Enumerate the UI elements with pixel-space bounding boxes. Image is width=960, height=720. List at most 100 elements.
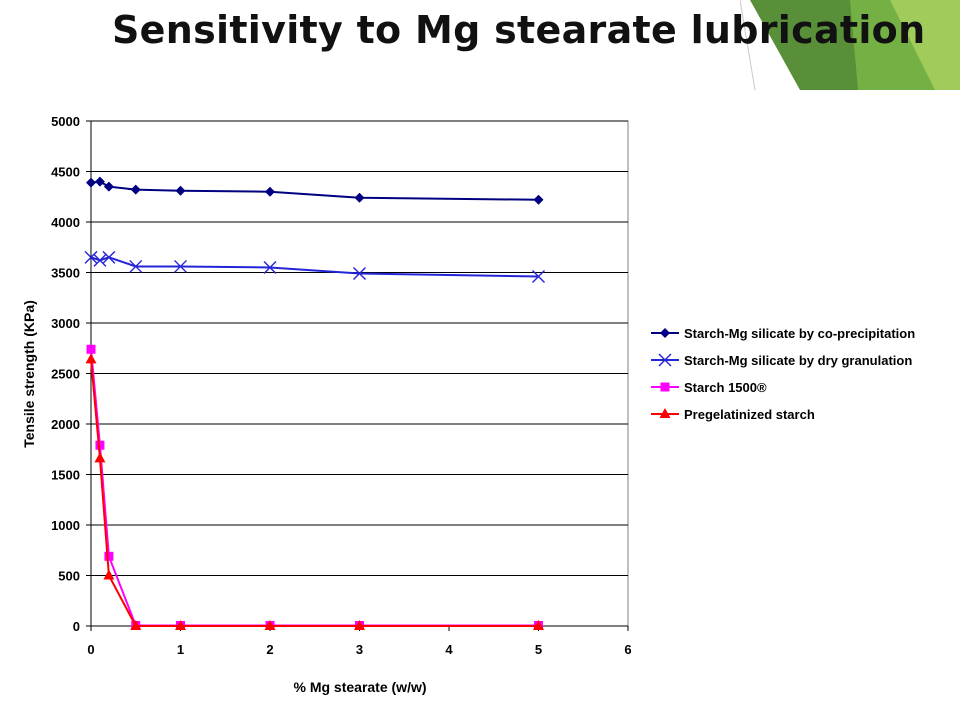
series-2-point xyxy=(102,250,116,264)
x-tick-label: 4 xyxy=(445,642,453,657)
series-2-point xyxy=(93,253,107,267)
y-tick-label: 4500 xyxy=(51,165,80,180)
y-tick-label: 2500 xyxy=(51,367,80,382)
series-4 xyxy=(85,353,544,630)
series-4-point xyxy=(533,620,544,630)
deco-line xyxy=(740,0,756,90)
series-1-point xyxy=(265,186,275,197)
series-4-point xyxy=(85,353,97,364)
series-3-point xyxy=(95,440,105,450)
x-tick-label: 0 xyxy=(87,642,94,657)
series-3-point xyxy=(104,551,114,561)
series-2-point xyxy=(174,259,187,273)
legend-marker xyxy=(659,408,671,418)
triangle-marker-shape xyxy=(103,569,115,580)
legend-item-2: Starch-Mg silicate by dry granulation xyxy=(651,353,912,368)
x-marker-stroke xyxy=(84,250,98,264)
diamond-marker-shape xyxy=(130,184,141,195)
x-marker-stroke xyxy=(174,259,187,273)
y-tick-label: 3000 xyxy=(51,316,80,331)
triangle-marker-shape xyxy=(94,452,106,463)
x-axis-title: % Mg stearate (w/w) xyxy=(293,679,426,695)
y-tick-label: 1000 xyxy=(51,518,80,533)
series-1-point xyxy=(86,177,96,188)
series-1-point xyxy=(175,185,186,196)
square-marker-shape xyxy=(660,382,670,392)
y-tick-label: 500 xyxy=(58,569,80,584)
triangle-marker-shape xyxy=(130,620,142,630)
legend-marker xyxy=(660,382,670,392)
series-2-point xyxy=(353,267,366,281)
diamond-marker-shape xyxy=(533,194,544,205)
corner-decoration xyxy=(740,0,960,90)
y-tick-label: 4000 xyxy=(51,215,80,230)
y-tick-label: 1500 xyxy=(51,468,80,483)
x-tick-label: 1 xyxy=(177,642,184,657)
x-marker-stroke xyxy=(102,250,116,264)
deco-strip-dark xyxy=(750,0,860,90)
y-axis-title: Tensile strength (KPa) xyxy=(21,300,37,448)
x-tick-label: 5 xyxy=(535,642,542,657)
legend-item-1: Starch-Mg silicate by co-precipitation xyxy=(651,326,915,341)
diamond-marker-shape xyxy=(354,192,365,203)
y-tick-label: 2000 xyxy=(51,417,80,432)
series-1 xyxy=(86,176,544,205)
x-marker-stroke xyxy=(532,270,545,284)
triangle-marker-shape xyxy=(354,620,365,630)
series-4-point xyxy=(130,620,142,630)
diamond-marker-shape xyxy=(94,176,105,187)
square-marker-shape xyxy=(86,344,96,354)
series-4-line xyxy=(90,359,539,627)
y-tick-label: 0 xyxy=(73,619,80,634)
x-tick-label: 3 xyxy=(356,642,363,657)
legend-marker xyxy=(658,353,672,367)
legend-label: Starch-Mg silicate by co-precipitation xyxy=(684,326,915,341)
triangle-marker-shape xyxy=(175,620,186,630)
x-marker-stroke xyxy=(129,259,143,273)
series-4-point xyxy=(103,569,115,580)
legend-item-3: Starch 1500® xyxy=(651,380,767,395)
series-2-point xyxy=(263,260,277,274)
diamond-marker-shape xyxy=(265,186,275,197)
y-tick-label: 3500 xyxy=(51,266,80,281)
diamond-marker-shape xyxy=(86,177,96,188)
series-1-point xyxy=(354,192,365,203)
diamond-marker-shape xyxy=(660,328,670,338)
series-2-point xyxy=(532,270,545,284)
square-marker-shape xyxy=(104,551,114,561)
series-1-point xyxy=(130,184,141,195)
triangle-marker-shape xyxy=(264,620,276,630)
x-marker-stroke xyxy=(263,260,277,274)
series-4-point xyxy=(175,620,186,630)
diamond-marker-shape xyxy=(175,185,186,196)
legend-label: Starch-Mg silicate by dry granulation xyxy=(684,353,912,368)
grid-lines xyxy=(91,120,628,576)
series-2-point xyxy=(84,250,98,264)
y-tick-label: 5000 xyxy=(51,114,80,129)
series-4-point xyxy=(264,620,276,630)
series-2-point xyxy=(129,259,143,273)
series-4-point xyxy=(354,620,365,630)
square-marker-shape xyxy=(95,440,105,450)
x-marker-stroke xyxy=(353,267,366,281)
legend-label: Pregelatinized starch xyxy=(684,407,815,422)
series-1-point xyxy=(533,194,544,205)
series-1-point xyxy=(103,181,114,192)
series-1-point xyxy=(94,176,105,187)
triangle-marker-shape xyxy=(85,353,97,364)
triangle-marker-shape xyxy=(659,408,671,418)
triangle-marker-shape xyxy=(533,620,544,630)
x-marker-stroke xyxy=(658,353,672,367)
legend-label: Starch 1500® xyxy=(684,380,767,395)
series-2 xyxy=(84,250,545,284)
deco-strip-light xyxy=(890,0,960,90)
series-layer xyxy=(84,176,545,630)
diamond-marker-shape xyxy=(103,181,114,192)
x-tick-label: 2 xyxy=(266,642,273,657)
x-marker-stroke xyxy=(93,253,107,267)
series-4-point xyxy=(94,452,106,463)
slide-title: Sensitivity to Mg stearate lubrication xyxy=(112,8,926,52)
legend-item-4: Pregelatinized starch xyxy=(651,407,815,422)
series-3-point xyxy=(86,344,96,354)
